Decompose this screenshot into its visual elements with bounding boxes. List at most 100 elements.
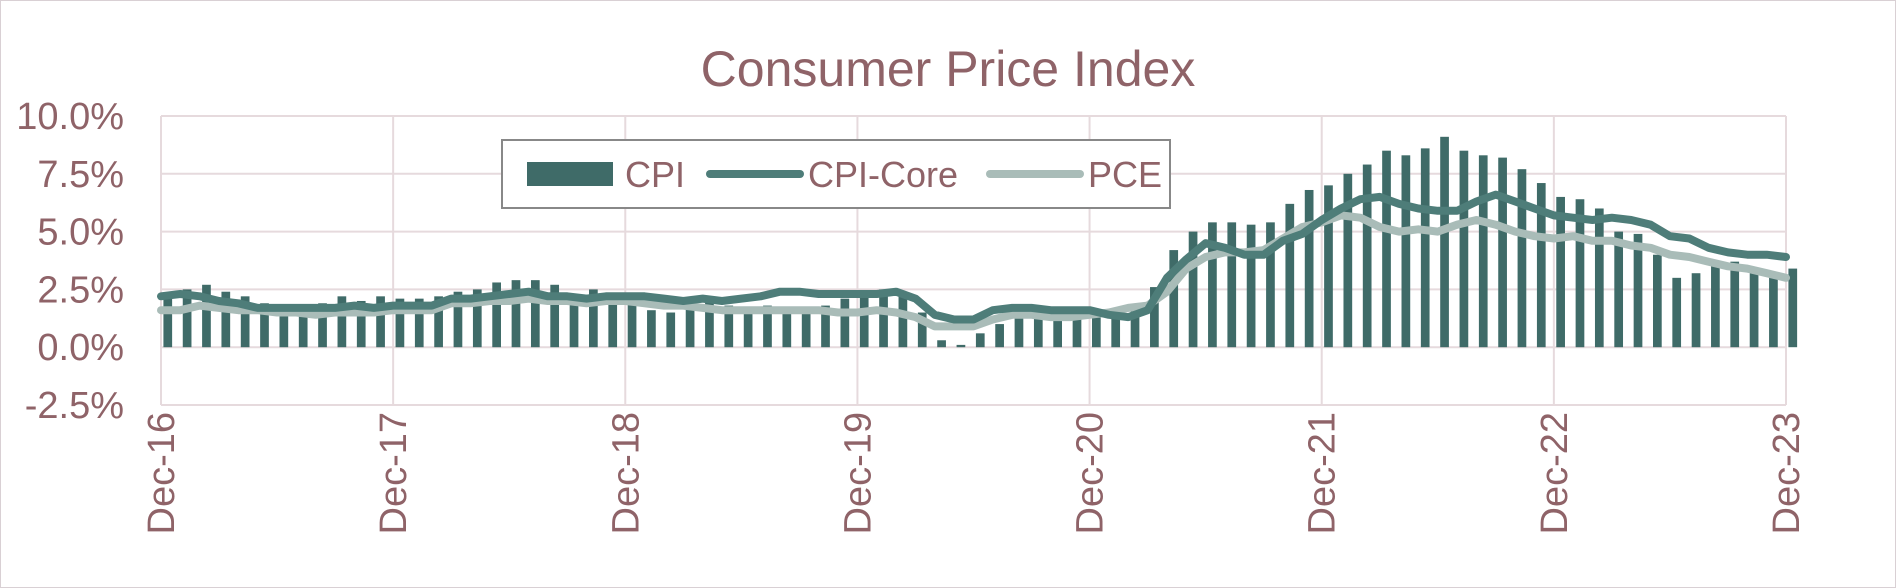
cpi-bar: [376, 296, 385, 348]
cpi-bar: [1672, 277, 1682, 348]
cpi-bar: [1130, 307, 1140, 348]
cpi-bar: [1091, 314, 1101, 348]
cpi-bar: [743, 310, 753, 348]
cpi-bar: [1575, 199, 1585, 348]
cpi-bar: [724, 305, 734, 348]
y-tick-label: 5.0%: [37, 212, 124, 254]
y-tick-label: -2.5%: [25, 385, 124, 427]
cpi-bar: [1150, 287, 1159, 348]
cpi-bar: [1208, 222, 1217, 348]
x-tick-label: Dec-22: [1534, 412, 1576, 535]
cpi-bar: [1788, 268, 1798, 348]
cpi-bar: [1711, 261, 1720, 348]
cpi-bar: [1014, 317, 1024, 348]
cpi-bar: [1401, 155, 1411, 348]
cpi-bar: [1769, 275, 1778, 348]
cpi-bar: [956, 344, 966, 348]
cpi-bar: [1440, 136, 1449, 348]
cpi-bar: [589, 289, 598, 348]
cpi-bar: [685, 303, 695, 348]
cpi-bar: [1536, 183, 1546, 348]
cpi-bar: [569, 294, 579, 348]
legend-label-cpi-core: CPI-Core: [808, 154, 958, 195]
cpi-bar: [1227, 222, 1237, 348]
y-tick-label: 7.5%: [37, 154, 124, 196]
x-axis-tick-labels: Dec-16 Dec-17 Dec-18 Dec-19 Dec-20 Dec-21 Dec-…: [141, 412, 1808, 535]
x-tick-label: Dec-16: [141, 412, 183, 535]
cpi-bar: [627, 303, 637, 348]
cpi-bar: [1517, 169, 1527, 348]
cpi-bar: [1459, 150, 1469, 348]
cpi-bar: [1614, 231, 1624, 348]
cpi-bar: [1343, 173, 1353, 348]
cpi-bar: [1594, 208, 1604, 348]
cpi-bar: [1730, 261, 1740, 348]
x-tick-label: Dec-23: [1766, 412, 1808, 535]
cpi-bar: [434, 296, 443, 348]
cpi-bar: [801, 307, 811, 348]
cpi-bar: [1324, 185, 1333, 348]
x-tick-label: Dec-20: [1070, 412, 1112, 535]
y-axis-tick-labels: 10.0% 7.5% 5.0% 2.5% 0.0% -2.5%: [16, 96, 124, 427]
cpi-bar: [414, 298, 424, 348]
cpi-bar: [840, 298, 850, 348]
cpi-bar: [1285, 203, 1295, 348]
y-tick-label: 2.5%: [37, 269, 124, 311]
x-tick-label: Dec-21: [1302, 412, 1344, 535]
legend-swatch-cpi: [527, 162, 613, 186]
cpi-bar: [356, 300, 366, 348]
cpi-bar: [859, 294, 869, 348]
cpi-bar: [530, 280, 540, 348]
x-tick-label: Dec-18: [605, 412, 647, 535]
cpi-bar: [453, 291, 463, 348]
cpi-bar: [782, 307, 792, 348]
y-tick-label: 10.0%: [16, 96, 124, 138]
cpi-bar: [1266, 222, 1275, 348]
chart-title: Consumer Price Index: [701, 41, 1196, 97]
cpi-bar: [1633, 233, 1643, 348]
cpi-bar: [260, 303, 269, 348]
cpi-bar: [821, 305, 830, 348]
cpi-bar: [666, 312, 676, 348]
cpi-bar: [318, 303, 327, 348]
cpi-bar: [511, 280, 521, 348]
cpi-bar: [1246, 224, 1256, 348]
cpi-bar: [763, 305, 772, 348]
cpi-bars: [163, 136, 1798, 348]
cpi-bar: [1304, 189, 1314, 348]
cpi-bar: [917, 312, 927, 348]
cpi-bar: [279, 310, 289, 348]
horizontal-gridlines: [161, 115, 1786, 406]
cpi-bar: [898, 294, 908, 348]
cpi-bar: [1653, 254, 1662, 348]
cpi-bar: [1169, 250, 1179, 348]
cpi-bar: [1053, 319, 1063, 348]
pce-line: [157, 211, 1790, 331]
cpi-bar: [221, 291, 231, 348]
cpi-bar: [1382, 150, 1391, 348]
x-tick-label: Dec-17: [373, 412, 415, 535]
cpi-bar: [937, 340, 946, 348]
cpi-bar: [1188, 231, 1198, 348]
cpi-bar: [879, 289, 888, 348]
cpi-bar: [705, 300, 714, 348]
cpi-bar: [163, 298, 173, 348]
cpi-bar: [492, 282, 501, 348]
cpi-bar: [1749, 273, 1759, 348]
cpi-bar: [1111, 314, 1121, 348]
cpi-bar: [995, 324, 1004, 348]
cpi-bar: [550, 284, 560, 348]
legend: CPI CPI-Core PCE: [501, 139, 1171, 209]
legend-label-cpi: CPI: [625, 154, 685, 195]
series-lines: [157, 190, 1790, 331]
cpi-bar: [975, 333, 985, 348]
legend-label-pce: PCE: [1088, 154, 1162, 195]
cpi-bar: [1072, 319, 1082, 348]
x-tick-label: Dec-19: [837, 412, 879, 535]
cpi-bar: [240, 296, 250, 348]
cpi-bar: [1556, 196, 1565, 348]
cpi-bar: [395, 298, 405, 348]
cpi-bar: [472, 289, 482, 348]
cpi-bar: [1691, 273, 1701, 348]
